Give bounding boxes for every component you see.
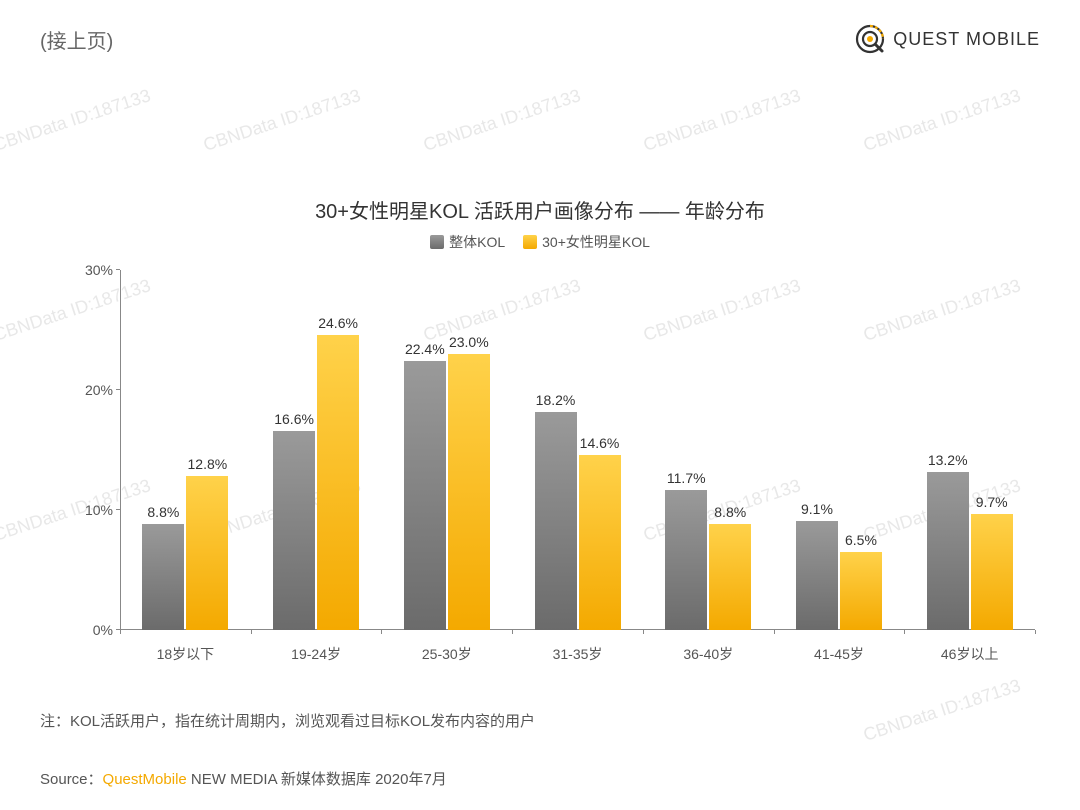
x-axis-label: 46岁以上 xyxy=(904,630,1035,670)
page-continuation-label: (接上页) xyxy=(40,25,113,54)
bar-value-label: 13.2% xyxy=(928,452,968,468)
bar-value-label: 9.1% xyxy=(801,501,833,517)
plot-region: 8.8%12.8%16.6%24.6%22.4%23.0%18.2%14.6%1… xyxy=(120,270,1035,630)
bar-overall: 8.8% xyxy=(142,524,184,630)
y-tick-mark xyxy=(116,389,120,390)
x-tick-mark xyxy=(774,630,775,634)
y-tick-label: 0% xyxy=(75,622,113,638)
bar-30plus: 6.5% xyxy=(840,552,882,630)
x-axis-label: 19-24岁 xyxy=(251,630,382,670)
x-tick-mark xyxy=(1035,630,1036,634)
bar-30plus: 12.8% xyxy=(186,476,228,630)
bar-group: 16.6%24.6% xyxy=(251,270,382,630)
bar-30plus: 8.8% xyxy=(709,524,751,630)
x-axis-label: 36-40岁 xyxy=(643,630,774,670)
bar-value-label: 12.8% xyxy=(188,456,228,472)
bar-30plus: 23.0% xyxy=(448,354,490,630)
source-prefix: Source： xyxy=(40,771,103,788)
legend-swatch-overall xyxy=(430,235,444,249)
bar-overall: 9.1% xyxy=(796,521,838,630)
x-tick-mark xyxy=(251,630,252,634)
y-tick-label: 10% xyxy=(75,502,113,518)
chart-legend: 整体KOL 30+女性明星KOL xyxy=(0,232,1080,252)
watermark: CBNData ID:187133 xyxy=(421,85,584,156)
x-axis-label: 18岁以下 xyxy=(120,630,251,670)
bar-value-label: 23.0% xyxy=(449,334,489,350)
x-tick-mark xyxy=(120,630,121,634)
bar-value-label: 18.2% xyxy=(536,392,576,408)
bar-value-label: 9.7% xyxy=(976,494,1008,510)
watermark: CBNData ID:187133 xyxy=(861,85,1024,156)
x-tick-mark xyxy=(512,630,513,634)
x-axis-label: 41-45岁 xyxy=(774,630,905,670)
x-tick-mark xyxy=(381,630,382,634)
x-tick-mark xyxy=(643,630,644,634)
x-tick-mark xyxy=(904,630,905,634)
bar-overall: 18.2% xyxy=(535,412,577,630)
x-axis-label: 25-30岁 xyxy=(381,630,512,670)
bar-value-label: 14.6% xyxy=(580,435,620,451)
chart-area: 8.8%12.8%16.6%24.6%22.4%23.0%18.2%14.6%1… xyxy=(75,270,1035,670)
legend-item: 30+女性明星KOL xyxy=(523,232,650,252)
brand-logo: QUEST MOBILE xyxy=(855,24,1040,54)
bar-value-label: 8.8% xyxy=(147,504,179,520)
bar-value-label: 6.5% xyxy=(845,532,877,548)
chart-title: 30+女性明星KOL 活跃用户画像分布 —— 年龄分布 xyxy=(0,195,1080,224)
bar-value-label: 22.4% xyxy=(405,341,445,357)
source-line: Source：QuestMobile NEW MEDIA 新媒体数据库 2020… xyxy=(40,768,447,789)
y-tick-label: 30% xyxy=(75,262,113,278)
bar-group: 11.7%8.8% xyxy=(643,270,774,630)
legend-label: 30+女性明星KOL xyxy=(542,232,650,252)
bar-value-label: 16.6% xyxy=(274,411,314,427)
source-accent: QuestMobile xyxy=(103,771,187,788)
bar-30plus: 24.6% xyxy=(317,335,359,630)
legend-label: 整体KOL xyxy=(449,232,505,252)
watermark: CBNData ID:187133 xyxy=(861,675,1024,746)
bar-overall: 22.4% xyxy=(404,361,446,630)
bar-value-label: 8.8% xyxy=(714,504,746,520)
brand-name: QUEST MOBILE xyxy=(893,29,1040,50)
bar-group: 22.4%23.0% xyxy=(381,270,512,630)
questmobile-icon xyxy=(855,24,885,54)
source-rest: NEW MEDIA 新媒体数据库 2020年7月 xyxy=(187,771,447,788)
bar-30plus: 14.6% xyxy=(579,455,621,630)
x-axis-label: 31-35岁 xyxy=(512,630,643,670)
chart-footnote: 注：KOL活跃用户，指在统计周期内，浏览观看过目标KOL发布内容的用户 xyxy=(40,710,535,731)
y-tick-label: 20% xyxy=(75,382,113,398)
y-tick-mark xyxy=(116,269,120,270)
watermark: CBNData ID:187133 xyxy=(0,85,153,156)
watermark: CBNData ID:187133 xyxy=(641,85,804,156)
x-axis-labels: 18岁以下19-24岁25-30岁31-35岁36-40岁41-45岁46岁以上 xyxy=(120,630,1035,670)
bar-overall: 13.2% xyxy=(927,472,969,630)
legend-item: 整体KOL xyxy=(430,232,505,252)
bar-30plus: 9.7% xyxy=(971,514,1013,630)
watermark: CBNData ID:187133 xyxy=(201,85,364,156)
bar-groups: 8.8%12.8%16.6%24.6%22.4%23.0%18.2%14.6%1… xyxy=(120,270,1035,630)
legend-swatch-30plus xyxy=(523,235,537,249)
y-tick-mark xyxy=(116,509,120,510)
bar-value-label: 11.7% xyxy=(667,470,706,486)
bar-overall: 16.6% xyxy=(273,431,315,630)
bar-value-label: 24.6% xyxy=(318,315,358,331)
bar-group: 13.2%9.7% xyxy=(904,270,1035,630)
bar-group: 8.8%12.8% xyxy=(120,270,251,630)
bar-group: 18.2%14.6% xyxy=(512,270,643,630)
bar-group: 9.1%6.5% xyxy=(774,270,905,630)
bar-overall: 11.7% xyxy=(665,490,707,630)
